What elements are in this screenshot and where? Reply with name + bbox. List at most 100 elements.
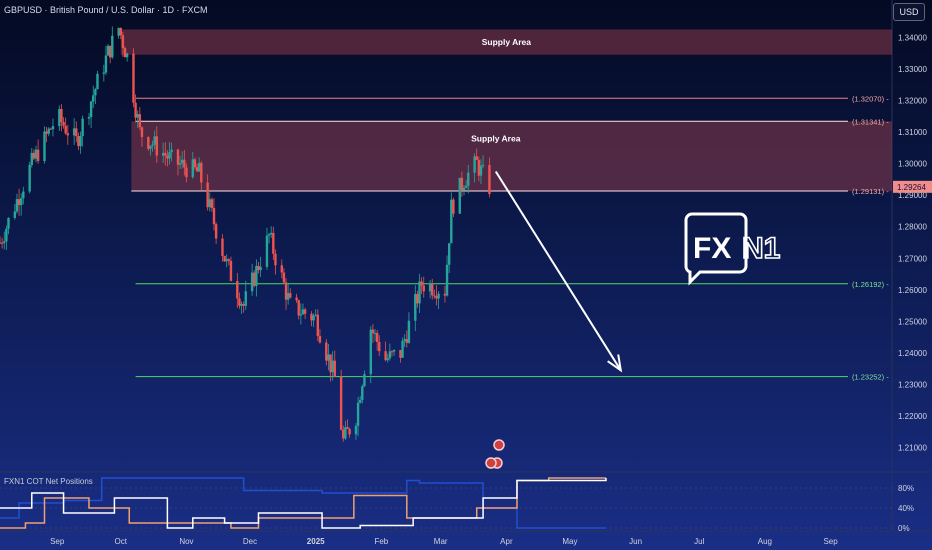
candle-body bbox=[299, 314, 303, 316]
candle-body bbox=[373, 332, 377, 334]
candle-body bbox=[3, 241, 6, 243]
event-flag-icon bbox=[493, 439, 505, 451]
candle-body bbox=[229, 260, 233, 281]
candle-body bbox=[181, 159, 184, 164]
candle-body bbox=[378, 342, 381, 352]
candle-body bbox=[176, 149, 180, 165]
candle-body bbox=[72, 128, 76, 136]
candle-body bbox=[369, 329, 372, 375]
candle-body bbox=[36, 149, 40, 162]
candle-body bbox=[136, 114, 139, 118]
candle-body bbox=[467, 172, 470, 186]
candle-body bbox=[295, 297, 298, 301]
candle-body bbox=[473, 156, 476, 173]
candle-body bbox=[123, 48, 127, 58]
candle-body bbox=[178, 163, 182, 165]
candle-body bbox=[125, 53, 129, 58]
candle-body bbox=[193, 159, 197, 168]
candle-body bbox=[286, 293, 290, 300]
candle-body bbox=[361, 386, 364, 400]
candle-body bbox=[210, 199, 214, 209]
event-flag-icon bbox=[485, 457, 497, 469]
y-tick-label: 1.29000 bbox=[898, 191, 927, 200]
candle-body bbox=[371, 329, 375, 334]
candle-body bbox=[358, 399, 362, 403]
x-tick-label: May bbox=[562, 537, 577, 546]
candle-body bbox=[214, 224, 218, 239]
candle-body bbox=[77, 136, 80, 147]
candle-body bbox=[447, 243, 451, 265]
x-tick-label: Sep bbox=[50, 537, 65, 546]
x-tick-label: Nov bbox=[179, 537, 193, 546]
cot-panel-title: FXN1 COT Net Positions bbox=[4, 477, 93, 486]
candle-body bbox=[431, 283, 434, 296]
candle-body bbox=[225, 259, 228, 262]
candle-body bbox=[7, 217, 10, 229]
x-tick-label: 2025 bbox=[307, 537, 325, 546]
candle-body bbox=[375, 332, 379, 343]
candle-body bbox=[147, 137, 150, 149]
candle-body bbox=[265, 235, 269, 267]
candle-body bbox=[62, 121, 65, 126]
candle-body bbox=[242, 303, 245, 306]
cot-tick-label: 0% bbox=[898, 524, 910, 533]
candle-body bbox=[443, 293, 447, 296]
candle-body bbox=[66, 133, 70, 136]
candle-body bbox=[87, 117, 91, 119]
candle-body bbox=[138, 114, 142, 128]
supply-zone bbox=[120, 29, 893, 55]
candle-body bbox=[452, 199, 455, 214]
cot-tick-label: 80% bbox=[898, 484, 914, 493]
candle-body bbox=[428, 283, 432, 292]
candle-body bbox=[238, 298, 241, 306]
candle-body bbox=[284, 282, 288, 300]
candle-body bbox=[327, 354, 330, 361]
candle-body bbox=[462, 187, 466, 191]
candle-body bbox=[401, 341, 404, 358]
candle-body bbox=[356, 402, 360, 426]
candle-body bbox=[479, 165, 483, 176]
y-tick-label: 1.26000 bbox=[898, 286, 927, 295]
cot-series-line bbox=[0, 478, 607, 529]
candle-body bbox=[197, 162, 201, 172]
candle-body bbox=[435, 296, 438, 299]
candle-body bbox=[267, 234, 271, 236]
supply-zone-label: Supply Area bbox=[482, 37, 532, 47]
candle-body bbox=[464, 185, 468, 188]
candle-body bbox=[149, 145, 152, 149]
candle-body bbox=[303, 309, 307, 314]
candle-body bbox=[329, 354, 332, 373]
candle-body bbox=[140, 127, 144, 138]
candle-body bbox=[92, 95, 95, 102]
candle-body bbox=[255, 265, 258, 286]
candle-body bbox=[399, 349, 402, 358]
candle-body bbox=[437, 293, 440, 299]
candle-body bbox=[418, 281, 421, 304]
symbol-title[interactable]: GBPUSD · British Pound / U.S. Dollar · 1… bbox=[4, 5, 208, 15]
candle-body bbox=[51, 126, 55, 130]
candle-body bbox=[151, 144, 154, 146]
candle-body bbox=[96, 73, 99, 90]
currency-button[interactable]: USD bbox=[893, 3, 925, 21]
projection-arrow-head bbox=[607, 354, 623, 373]
candle-body bbox=[13, 211, 17, 218]
candle-body bbox=[348, 428, 351, 435]
price-level-label: (1.29131) - bbox=[852, 187, 889, 196]
y-tick-label: 1.32000 bbox=[898, 96, 927, 105]
candle-body bbox=[331, 360, 334, 373]
candle-body bbox=[221, 238, 224, 257]
candle-body bbox=[117, 28, 120, 36]
candle-body bbox=[363, 374, 366, 387]
candle-body bbox=[414, 294, 417, 321]
cot-tick-label: 40% bbox=[898, 504, 914, 513]
candle-body bbox=[342, 429, 345, 439]
candle-body bbox=[108, 45, 112, 58]
candle-body bbox=[272, 232, 275, 254]
candles bbox=[0, 26, 491, 442]
candle-body bbox=[121, 35, 125, 49]
candle-body bbox=[416, 294, 419, 304]
candle-body bbox=[405, 339, 409, 343]
candle-body bbox=[223, 256, 226, 262]
